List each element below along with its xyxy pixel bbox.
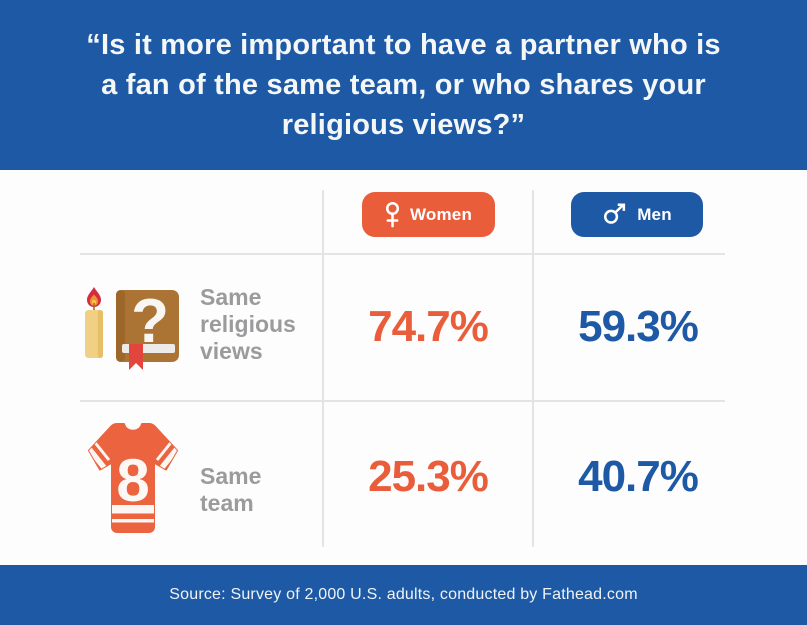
women-column-label: Women [409,204,473,224]
row-divider-bottom [80,400,725,402]
survey-question-title: “Is it more important to have a partner … [86,25,720,145]
bookmark-ribbon-icon [129,344,143,370]
header-banner: “Is it more important to have a partner … [0,0,807,170]
footer-banner: Source: Survey of 2,000 U.S. adults, con… [0,565,807,625]
religious-book-icon: ? [116,287,179,370]
title-line-1: “Is it more important to have a partner … [86,29,721,61]
men-religious-views-value: 59.3% [578,302,699,351]
row-divider-top [80,253,725,255]
column-divider-left [322,190,324,547]
female-icon [385,201,399,228]
row-label-same-religious-views: Same religious views [200,284,296,364]
men-column-header: Men [571,192,703,237]
men-same-team-value: 40.7% [578,452,699,501]
jersey-number: 8 [116,447,149,514]
title-line-2: a fan of the same team, or who shares yo… [101,69,706,101]
women-same-team-value: 25.3% [368,452,489,501]
men-column-label: Men [637,204,672,224]
team-jersey-icon: 8 [88,423,178,533]
male-icon [604,203,626,224]
candle-icon [85,287,103,358]
women-religious-views-value: 74.7% [368,302,489,351]
title-line-3: religious views?” [281,109,526,141]
column-divider-right [532,190,534,547]
source-text: Source: Survey of 2,000 U.S. adults, con… [169,586,638,603]
women-column-header: Women [362,192,495,237]
row-label-same-team: Same team [200,463,262,516]
book-question-mark: ? [131,287,169,356]
candle-and-book-icon: ? [85,287,179,370]
